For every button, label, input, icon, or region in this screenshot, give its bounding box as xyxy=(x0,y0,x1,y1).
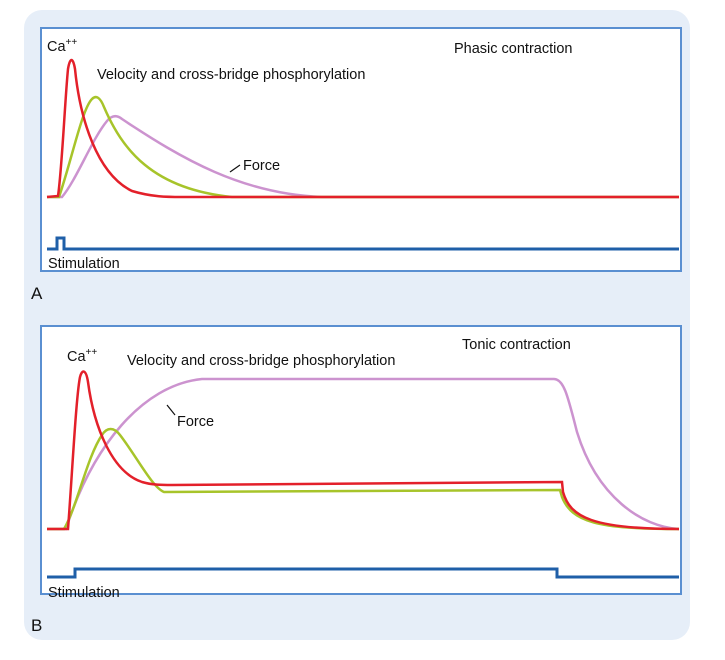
force-leader-line xyxy=(229,164,241,173)
panel-letter-a: A xyxy=(31,284,43,303)
calcium-label: Ca++ xyxy=(67,347,97,365)
panel-title: Tonic contraction xyxy=(462,337,571,353)
panel-b-plot: Ca++ Velocity and cross-bridge phosphory… xyxy=(47,337,680,601)
force-label: Force xyxy=(243,158,280,174)
calcium-label: Ca++ xyxy=(47,37,77,55)
velocity-label: Velocity and cross-bridge phosphorylatio… xyxy=(127,353,395,369)
panel-a-plot: Ca++ Velocity and cross-bridge phosphory… xyxy=(46,37,679,272)
panel-title: Phasic contraction xyxy=(454,41,572,57)
stimulation-label: Stimulation xyxy=(48,256,120,272)
panel-b-tonic: Ca++ Velocity and cross-bridge phosphory… xyxy=(40,325,682,601)
panel-letter-b: B xyxy=(31,616,43,635)
velocity-curve xyxy=(47,427,680,531)
calcium-curve xyxy=(46,58,679,199)
velocity-label: Velocity and cross-bridge phosphorylatio… xyxy=(97,67,365,83)
stimulation-trace xyxy=(47,567,679,579)
force-curve xyxy=(47,115,679,199)
force-leader-line xyxy=(166,404,176,416)
stimulation-trace xyxy=(47,236,679,251)
calcium-curve xyxy=(47,370,680,531)
stimulation-label: Stimulation xyxy=(48,585,120,601)
force-curve xyxy=(47,377,680,531)
panel-a-phasic: Ca++ Velocity and cross-bridge phosphory… xyxy=(40,27,682,272)
force-label: Force xyxy=(177,414,214,430)
velocity-curve xyxy=(47,95,679,199)
